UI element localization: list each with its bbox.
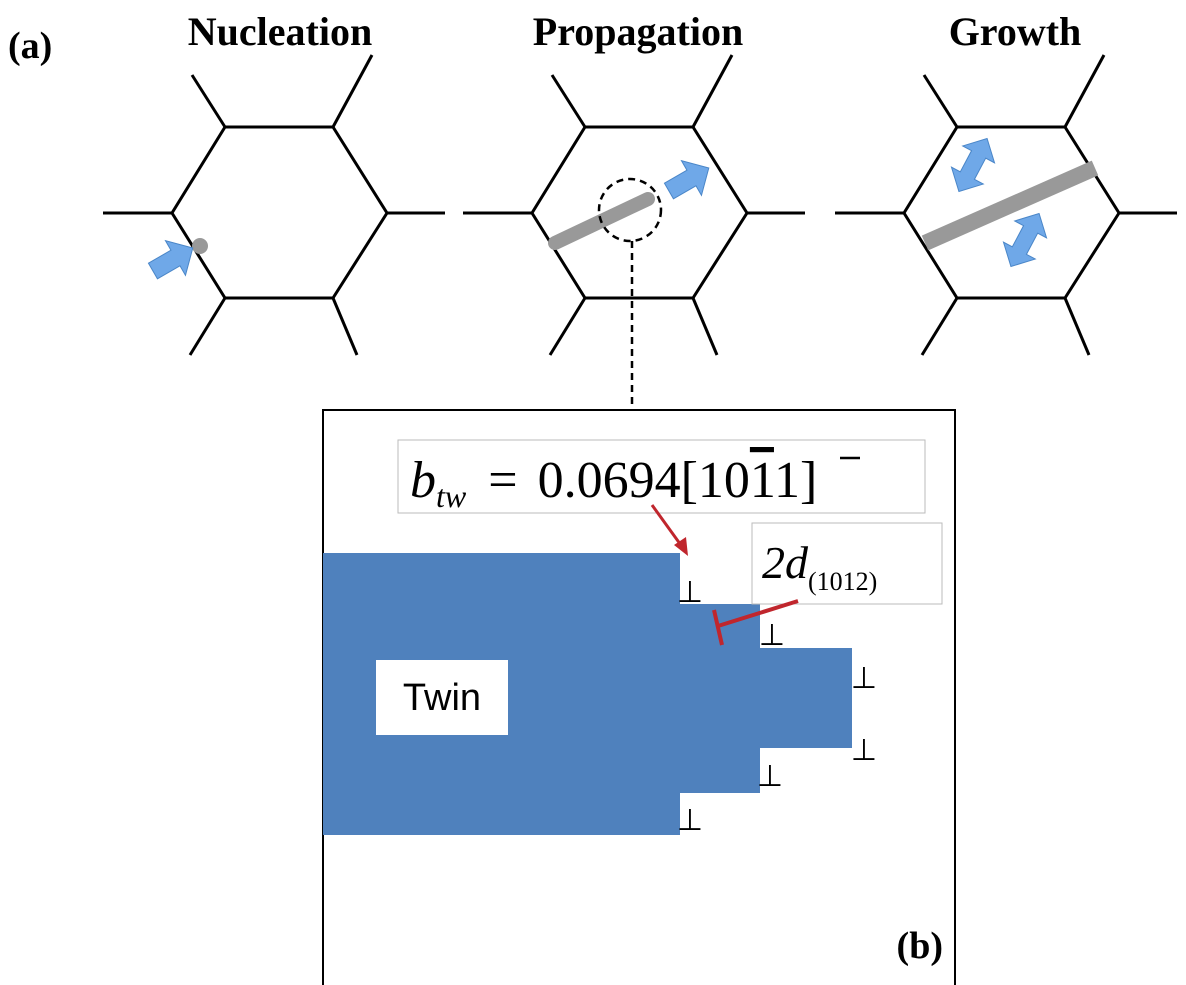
math: 1] — [774, 452, 817, 509]
math: 1 — [750, 452, 774, 509]
arrow — [659, 151, 719, 209]
math: ( — [808, 567, 817, 596]
arrow — [943, 130, 1003, 200]
math: tw — [436, 478, 467, 514]
math: 2d — [762, 537, 809, 588]
dislocation: ⊥ — [677, 576, 703, 609]
stage-title: Propagation — [533, 9, 743, 54]
math: 0.0694[10 — [538, 452, 750, 509]
nucleus — [192, 238, 208, 254]
dislocation: ⊥ — [851, 734, 877, 767]
twin-label: Twin — [403, 677, 481, 719]
arrow — [143, 231, 203, 289]
twin-lamella — [925, 168, 1095, 243]
math: b — [410, 452, 436, 509]
panel-label: (b) — [897, 925, 943, 967]
stage-title: Growth — [949, 9, 1082, 54]
stage-title: Nucleation — [188, 9, 372, 54]
math: 1 — [817, 567, 830, 596]
math: 012) — [830, 567, 878, 596]
math: = — [488, 452, 517, 509]
dislocation: ⊥ — [759, 619, 785, 652]
figure: (a) Nucleation Propagation Growth Twin b… — [0, 0, 1186, 985]
grain — [103, 55, 445, 355]
dislocation: ⊥ — [677, 804, 703, 837]
dislocation: ⊥ — [851, 662, 877, 695]
dislocation: ⊥ — [757, 760, 783, 793]
panel-label: (a) — [8, 25, 52, 67]
